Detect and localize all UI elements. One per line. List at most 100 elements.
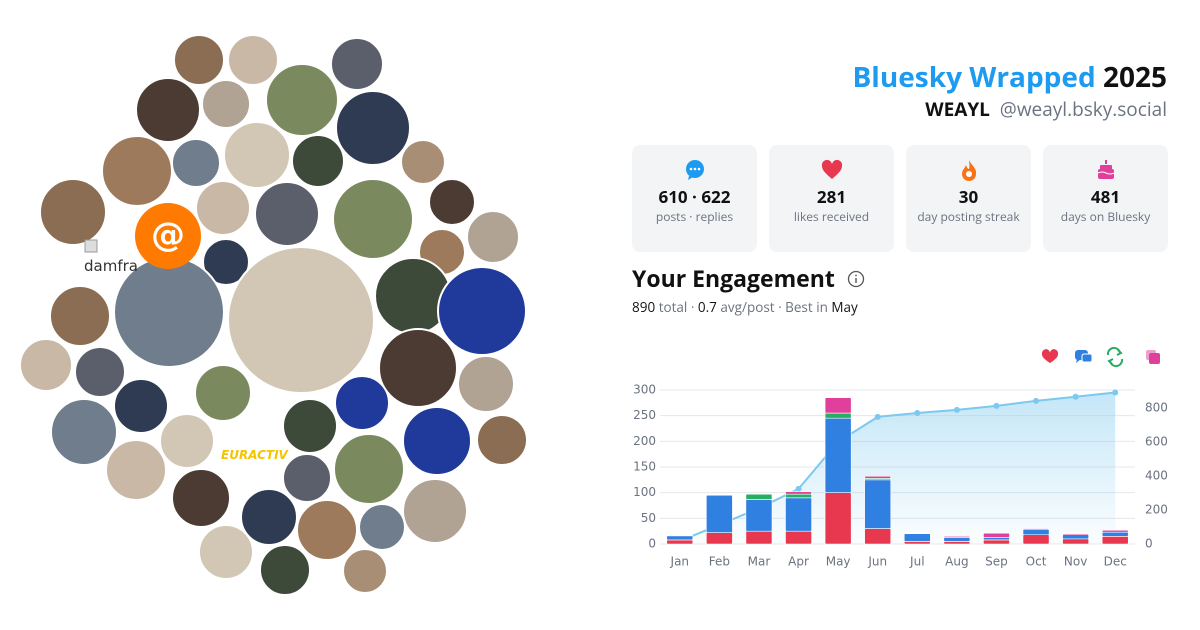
x-tick-label: Nov bbox=[1064, 555, 1087, 569]
line-point bbox=[1072, 393, 1079, 400]
total: 890 bbox=[632, 298, 656, 316]
icon bbox=[686, 160, 704, 180]
avatar[interactable] bbox=[437, 266, 527, 356]
title-text: Bluesky Wrapped bbox=[852, 58, 1096, 96]
avatar[interactable] bbox=[378, 328, 458, 408]
x-tick-label: Oct bbox=[1026, 555, 1047, 569]
avg-label: avg/post · Best in bbox=[720, 298, 828, 316]
avatar[interactable] bbox=[159, 413, 215, 469]
y-tick-label: 0 bbox=[648, 537, 656, 551]
avatar[interactable] bbox=[173, 34, 225, 86]
avatar[interactable] bbox=[457, 355, 515, 413]
y-tick-label: 100 bbox=[633, 485, 656, 499]
avatar[interactable] bbox=[330, 37, 384, 91]
avatar[interactable] bbox=[342, 548, 388, 594]
bar-segment bbox=[785, 497, 812, 532]
avatar[interactable] bbox=[428, 178, 476, 226]
avatar[interactable] bbox=[227, 34, 279, 86]
avg: 0.7 bbox=[697, 298, 717, 316]
avatar[interactable] bbox=[135, 77, 201, 143]
avatar-cloud: @ damfra EURACTIV bbox=[19, 34, 528, 596]
avatar[interactable] bbox=[335, 90, 411, 166]
x-tick-label: Sep bbox=[985, 555, 1008, 569]
stat-value: 610 · 622 bbox=[658, 185, 731, 208]
avatar[interactable] bbox=[39, 178, 107, 246]
avatar[interactable] bbox=[49, 285, 111, 347]
avatar[interactable] bbox=[240, 488, 298, 546]
avatar[interactable] bbox=[101, 135, 173, 207]
avatar-alt: damfra bbox=[84, 257, 138, 275]
avatar[interactable] bbox=[282, 398, 338, 454]
bar-segment bbox=[745, 493, 773, 495]
user-handle[interactable]: @weayl.bsky.social bbox=[999, 96, 1167, 122]
line-point bbox=[1033, 397, 1040, 404]
bar-segment bbox=[943, 541, 971, 545]
bar-segment bbox=[983, 539, 1010, 545]
avatar[interactable] bbox=[265, 63, 339, 137]
bar-segment bbox=[824, 492, 852, 545]
avatar[interactable] bbox=[194, 364, 252, 422]
x-tick-label: Jan bbox=[670, 555, 690, 569]
chart: 0 50 100 150 200 250 300 0 200 400 600 800 Jan Feb Mar… bbox=[633, 346, 1168, 569]
avatar[interactable] bbox=[259, 544, 311, 596]
bar-segment bbox=[706, 532, 733, 545]
broken-image bbox=[84, 239, 98, 253]
bar-segment bbox=[745, 530, 773, 545]
bar-segment bbox=[785, 493, 812, 499]
x-tick-label: Dec bbox=[1104, 555, 1127, 569]
avatar[interactable] bbox=[296, 499, 358, 561]
legend-icon[interactable] bbox=[1146, 350, 1160, 364]
avatar[interactable] bbox=[50, 398, 118, 466]
stat-label: likes received bbox=[793, 208, 870, 225]
avatar[interactable] bbox=[201, 79, 251, 129]
avatar[interactable] bbox=[227, 246, 375, 394]
section-heading: Your Engagement bbox=[632, 262, 865, 294]
y2-tick-label: 0 bbox=[1145, 537, 1153, 551]
icon bbox=[821, 159, 843, 179]
bar-segment bbox=[745, 493, 773, 500]
stat-value: 30 bbox=[958, 185, 979, 208]
avatar[interactable] bbox=[476, 414, 528, 466]
avatar[interactable] bbox=[291, 134, 345, 188]
y-tick-label: 50 bbox=[641, 511, 656, 525]
legend-icon[interactable] bbox=[1106, 346, 1124, 368]
avatar[interactable] bbox=[198, 524, 254, 580]
avatar[interactable] bbox=[171, 468, 231, 528]
info-icon[interactable] bbox=[847, 270, 865, 288]
avatar[interactable] bbox=[334, 375, 390, 431]
avatar[interactable] bbox=[171, 138, 221, 188]
avatar[interactable] bbox=[223, 121, 291, 189]
avatar[interactable] bbox=[105, 439, 167, 501]
x-tick-label: Feb bbox=[709, 555, 730, 569]
x-tick-label: Mar bbox=[748, 555, 771, 569]
avatar[interactable] bbox=[254, 181, 320, 247]
bar-segment bbox=[903, 533, 931, 542]
legend bbox=[1041, 346, 1160, 368]
bar-segment bbox=[1022, 528, 1050, 530]
avatar[interactable] bbox=[135, 203, 201, 269]
avatar[interactable] bbox=[19, 338, 73, 392]
bar-segment bbox=[943, 537, 971, 542]
x-tick-label: Jun bbox=[867, 555, 887, 569]
avatar[interactable] bbox=[195, 180, 251, 236]
bar-segment bbox=[785, 491, 812, 495]
legend-icon[interactable] bbox=[1075, 350, 1093, 363]
avatar[interactable] bbox=[402, 478, 468, 544]
avatar[interactable] bbox=[400, 139, 446, 185]
avatar[interactable] bbox=[282, 453, 332, 503]
icon bbox=[962, 160, 977, 181]
avatar[interactable] bbox=[74, 346, 126, 398]
avatar[interactable] bbox=[358, 503, 406, 551]
bar-segment bbox=[1022, 534, 1050, 545]
avatar[interactable] bbox=[466, 210, 520, 264]
avatar[interactable] bbox=[113, 378, 169, 434]
avatar[interactable] bbox=[402, 406, 472, 476]
bar-segment bbox=[1062, 538, 1089, 545]
avatar[interactable] bbox=[332, 178, 414, 260]
avatar[interactable] bbox=[333, 433, 405, 505]
avatar[interactable] bbox=[202, 238, 250, 286]
logo-text: EURACTIV bbox=[221, 448, 290, 462]
bar-segment bbox=[706, 495, 733, 534]
legend-icon[interactable] bbox=[1041, 349, 1059, 363]
y2-tick-label: 200 bbox=[1145, 502, 1168, 516]
